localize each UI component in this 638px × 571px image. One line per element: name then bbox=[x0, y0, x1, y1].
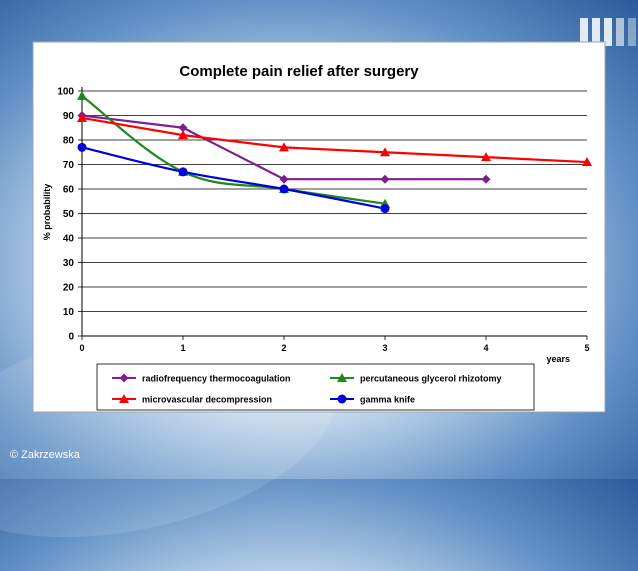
decorative-stripes bbox=[580, 18, 636, 46]
chart-title: Complete pain relief after surgery bbox=[179, 63, 419, 80]
series-line-2 bbox=[81, 116, 588, 164]
data-point-0-1 bbox=[178, 123, 188, 133]
data-point-3-1 bbox=[178, 167, 188, 177]
y-axis-label: % probability bbox=[42, 184, 52, 241]
data-point-2-2 bbox=[279, 142, 289, 152]
legend-marker-1 bbox=[337, 373, 347, 382]
legend-marker-0 bbox=[119, 373, 129, 383]
y-tick-label-80: 80 bbox=[63, 136, 75, 147]
legend-marker-3 bbox=[337, 394, 347, 404]
x-tick-label-5: 5 bbox=[584, 343, 589, 353]
legend-box bbox=[96, 363, 535, 411]
data-point-2-5 bbox=[582, 157, 592, 167]
data-point-2-1 bbox=[178, 130, 188, 140]
data-point-3-0 bbox=[77, 142, 87, 152]
gridlines bbox=[82, 90, 587, 312]
y-tick-label-100: 100 bbox=[57, 87, 74, 98]
x-tick-label-0: 0 bbox=[79, 343, 84, 353]
y-tick-label-30: 30 bbox=[63, 258, 75, 269]
data-point-2-4 bbox=[481, 152, 491, 162]
series-line-1 bbox=[81, 95, 386, 205]
legend-marker-2 bbox=[119, 394, 129, 403]
data-point-0-4 bbox=[481, 174, 491, 184]
y-tick-label-70: 70 bbox=[63, 160, 75, 171]
data-point-2-0 bbox=[77, 112, 87, 122]
data-point-3-2 bbox=[279, 184, 289, 194]
data-point-2-3 bbox=[380, 147, 390, 157]
y-tick-label-40: 40 bbox=[63, 234, 75, 245]
series-markers bbox=[77, 90, 592, 214]
y-tick-label-90: 90 bbox=[63, 111, 75, 122]
x-tick-label-1: 1 bbox=[180, 343, 185, 353]
copyright-text: © Zakrzewska bbox=[10, 449, 80, 461]
legend-label-1: percutaneous glycerol rhizotomy bbox=[360, 374, 502, 384]
data-point-0-3 bbox=[380, 174, 390, 184]
y-tick-label-10: 10 bbox=[63, 307, 75, 318]
x-axis-label: years bbox=[546, 354, 570, 364]
y-tick-label-0: 0 bbox=[68, 332, 74, 343]
legend-label-3: gamma knife bbox=[360, 395, 415, 405]
y-tick-label-20: 20 bbox=[63, 283, 75, 294]
legend-label-2: microvascular decompression bbox=[142, 395, 272, 405]
series-line-3 bbox=[81, 146, 386, 210]
y-tick-label-60: 60 bbox=[63, 185, 75, 196]
data-point-3-3 bbox=[380, 204, 390, 214]
y-tick-label-50: 50 bbox=[63, 209, 75, 220]
pain-relief-chart: Complete pain relief after surgery 01020… bbox=[32, 41, 606, 413]
x-tick-label-2: 2 bbox=[281, 343, 286, 353]
data-point-0-2 bbox=[279, 174, 289, 184]
y-tick-labels: 0 10 20 30 40 50 60 70 80 90 100 bbox=[57, 87, 74, 343]
legend-label-0: radiofrequency thermocoagulation bbox=[142, 374, 291, 384]
x-tick-label-4: 4 bbox=[483, 343, 488, 353]
data-point-1-0 bbox=[77, 90, 87, 100]
x-tick-labels: 0 1 2 3 4 5 bbox=[79, 343, 589, 353]
chart-area bbox=[32, 41, 606, 413]
x-tick-label-3: 3 bbox=[382, 343, 387, 353]
legend: radiofrequency thermocoagulation percutan… bbox=[112, 373, 502, 405]
